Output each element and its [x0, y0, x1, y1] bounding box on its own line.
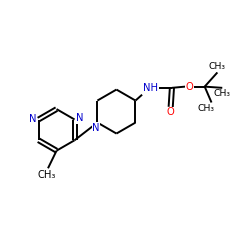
Text: CH₃: CH₃	[38, 170, 56, 180]
Text: CH₃: CH₃	[198, 104, 214, 113]
Text: CH₃: CH₃	[214, 89, 231, 98]
Text: NH: NH	[143, 83, 158, 93]
Text: N: N	[30, 114, 37, 124]
Text: O: O	[186, 82, 194, 92]
Text: N: N	[92, 123, 100, 133]
Text: O: O	[167, 107, 174, 117]
Text: N: N	[76, 113, 84, 123]
Text: CH₃: CH₃	[209, 62, 226, 71]
